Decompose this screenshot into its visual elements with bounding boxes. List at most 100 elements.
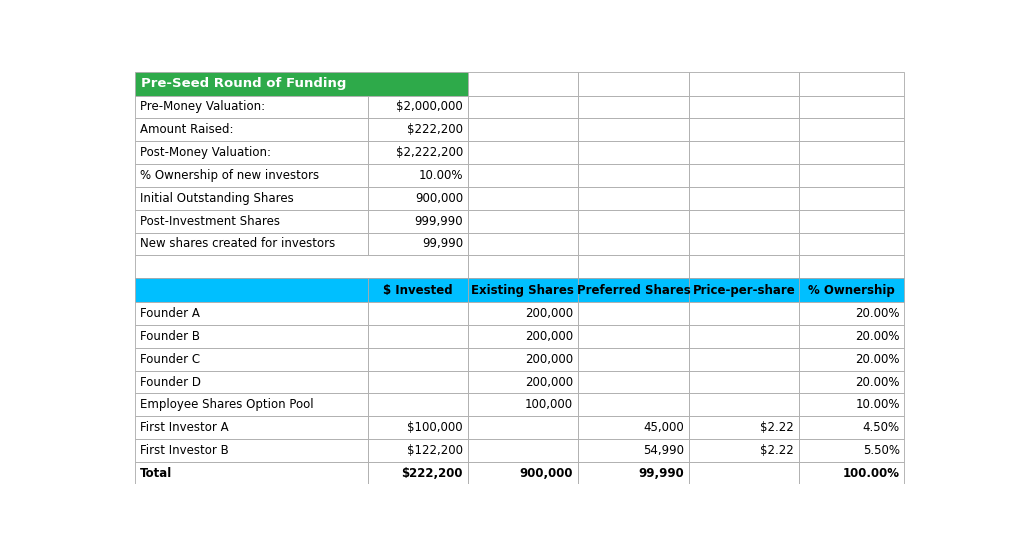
Bar	[799, 439, 905, 462]
Text: 10.00%: 10.00%	[855, 398, 900, 411]
Bar	[368, 325, 468, 348]
Bar	[690, 439, 799, 462]
Bar	[468, 393, 578, 416]
Bar	[468, 302, 578, 325]
Bar	[690, 255, 799, 278]
Bar	[135, 96, 368, 119]
Text: 20.00%: 20.00%	[855, 330, 900, 343]
Text: % Ownership: % Ownership	[808, 283, 895, 296]
Bar	[578, 393, 690, 416]
Bar	[578, 462, 690, 485]
Text: 10.00%: 10.00%	[418, 169, 463, 182]
Bar	[368, 164, 468, 187]
Bar	[135, 72, 468, 96]
Text: Pre-Money Valuation:: Pre-Money Valuation:	[140, 101, 265, 114]
Bar	[368, 209, 468, 232]
Bar	[690, 393, 799, 416]
Bar	[368, 119, 468, 141]
Bar	[468, 348, 578, 370]
Text: 900,000: 900,000	[519, 467, 573, 480]
Bar	[578, 348, 690, 370]
Bar	[578, 416, 690, 439]
Text: $222,200: $222,200	[407, 123, 463, 137]
Text: Pre-Seed Round of Funding: Pre-Seed Round of Funding	[141, 77, 346, 90]
Text: First Investor B: First Investor B	[140, 444, 228, 457]
Text: New shares created for investors: New shares created for investors	[140, 237, 335, 250]
Bar	[578, 325, 690, 348]
Bar	[135, 232, 368, 255]
Bar	[468, 278, 578, 302]
Text: Price-per-share: Price-per-share	[693, 283, 796, 296]
Bar	[578, 187, 690, 209]
Text: Post-Money Valuation:: Post-Money Valuation:	[140, 146, 270, 159]
Bar	[578, 370, 690, 393]
Bar	[368, 439, 468, 462]
Bar	[578, 72, 690, 96]
Text: 999,990: 999,990	[414, 214, 463, 227]
Bar	[135, 325, 368, 348]
Bar	[468, 416, 578, 439]
Text: First Investor A: First Investor A	[140, 421, 228, 434]
Bar	[135, 164, 368, 187]
Text: Employee Shares Option Pool: Employee Shares Option Pool	[140, 398, 314, 411]
Bar	[690, 462, 799, 485]
Bar	[468, 439, 578, 462]
Bar	[799, 164, 905, 187]
Bar	[368, 278, 468, 302]
Text: Founder D: Founder D	[140, 375, 200, 388]
Bar	[690, 348, 799, 370]
Bar	[468, 370, 578, 393]
Bar	[799, 462, 905, 485]
Text: $100,000: $100,000	[407, 421, 463, 434]
Bar	[690, 302, 799, 325]
Bar	[135, 119, 368, 141]
Text: Existing Shares: Existing Shares	[472, 283, 575, 296]
Bar	[135, 370, 368, 393]
Bar	[690, 209, 799, 232]
Bar	[468, 232, 578, 255]
Text: 45,000: 45,000	[644, 421, 685, 434]
Text: $122,200: $122,200	[407, 444, 463, 457]
Bar	[135, 187, 368, 209]
Text: $2,222,200: $2,222,200	[396, 146, 463, 159]
Bar	[799, 416, 905, 439]
Bar	[368, 232, 468, 255]
Bar	[690, 72, 799, 96]
Bar	[578, 209, 690, 232]
Text: $2,000,000: $2,000,000	[397, 101, 463, 114]
Bar	[799, 325, 905, 348]
Text: 20.00%: 20.00%	[855, 353, 900, 366]
Bar	[690, 119, 799, 141]
Bar	[799, 370, 905, 393]
Text: Founder A: Founder A	[140, 307, 199, 320]
Bar	[135, 255, 468, 278]
Bar	[135, 439, 368, 462]
Bar	[799, 141, 905, 164]
Bar	[690, 164, 799, 187]
Text: 54,990: 54,990	[644, 444, 685, 457]
Text: 4.50%: 4.50%	[862, 421, 900, 434]
Bar	[799, 393, 905, 416]
Text: 900,000: 900,000	[415, 192, 463, 205]
Text: $2.22: $2.22	[760, 421, 794, 434]
Bar	[799, 72, 905, 96]
Bar	[578, 232, 690, 255]
Bar	[135, 141, 368, 164]
Bar	[799, 348, 905, 370]
Text: $222,200: $222,200	[402, 467, 463, 480]
Bar	[690, 187, 799, 209]
Text: 99,990: 99,990	[421, 237, 463, 250]
Bar	[690, 370, 799, 393]
Bar	[135, 348, 368, 370]
Bar	[578, 255, 690, 278]
Bar	[135, 416, 368, 439]
Bar	[690, 232, 799, 255]
Bar	[578, 141, 690, 164]
Text: 200,000: 200,000	[525, 375, 573, 388]
Bar	[468, 462, 578, 485]
Bar	[799, 232, 905, 255]
Bar	[799, 255, 905, 278]
Bar	[468, 325, 578, 348]
Text: Post-Investment Shares: Post-Investment Shares	[140, 214, 280, 227]
Bar	[799, 302, 905, 325]
